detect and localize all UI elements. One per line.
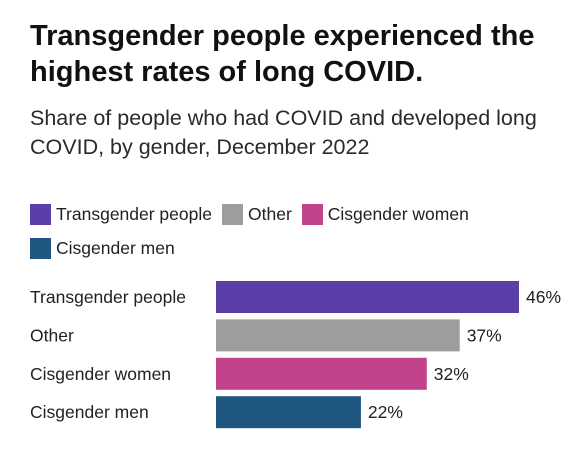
bar	[216, 357, 427, 390]
value-label: 46%	[526, 287, 561, 307]
chart-legend: Transgender people Other Cisgender women Ci…	[30, 200, 570, 262]
legend-label: Other	[248, 203, 292, 224]
value-label: 37%	[467, 325, 502, 345]
category-label: Cisgender men	[30, 402, 149, 422]
category-label: Transgender people	[30, 287, 186, 307]
bar	[216, 281, 519, 313]
value-label: 32%	[434, 364, 469, 384]
bar	[216, 319, 460, 352]
legend-swatch	[30, 203, 51, 225]
legend-swatch	[222, 203, 243, 225]
legend-swatch	[30, 237, 51, 259]
value-label: 22%	[368, 402, 403, 422]
chart-title: Transgender people experienced the highe…	[30, 20, 535, 88]
legend-label: Cisgender women	[327, 203, 469, 224]
bar	[216, 396, 361, 429]
chart-subtitle: Share of people who had COVID and develo…	[30, 106, 537, 159]
category-label: Cisgender women	[30, 364, 171, 384]
legend-item: Cisgender women	[301, 200, 469, 228]
legend-label: Cisgender men	[56, 237, 175, 258]
legend-item: Transgender people	[30, 200, 212, 228]
category-label: Other	[30, 325, 74, 345]
legend-item: Other	[222, 200, 292, 228]
legend-label: Transgender people	[56, 203, 212, 224]
legend-swatch	[301, 203, 323, 225]
legend-item: Cisgender men	[30, 234, 175, 262]
